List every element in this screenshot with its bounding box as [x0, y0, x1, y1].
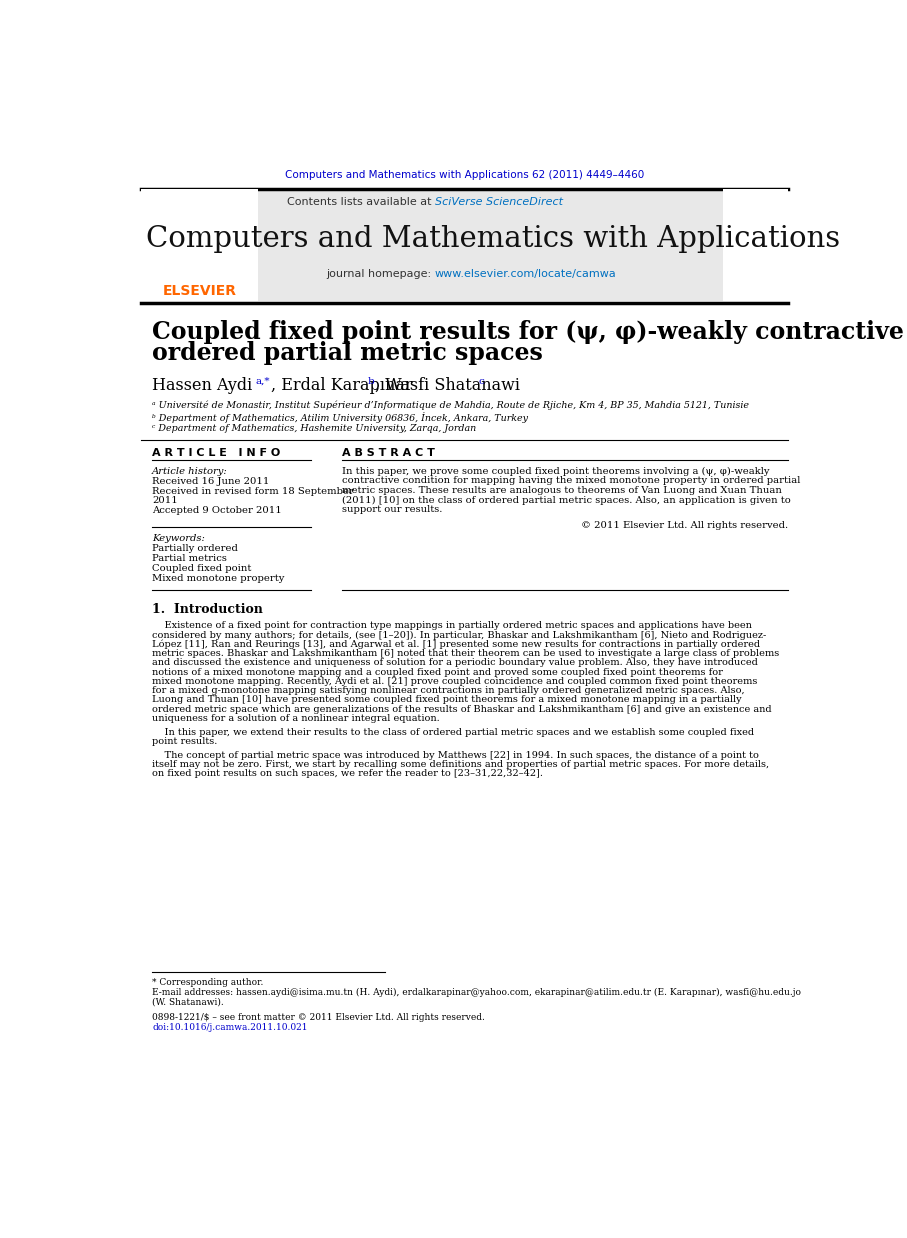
Text: , Wasfi Shatanawi: , Wasfi Shatanawi [375, 378, 520, 394]
Text: In this paper, we prove some coupled fixed point theorems involving a (ψ, φ)-wea: In this paper, we prove some coupled fix… [342, 467, 769, 475]
Text: and discussed the existence and uniqueness of solution for a periodic boundary v: and discussed the existence and uniquene… [152, 659, 758, 667]
Text: Article history:: Article history: [152, 467, 228, 475]
Text: Luong and Thuan [10] have presented some coupled fixed point theorems for a mixe: Luong and Thuan [10] have presented some… [152, 696, 742, 704]
Text: ᵃ Université de Monastir, Institut Supérieur d’Informatique de Mahdia, Route de : ᵃ Université de Monastir, Institut Supér… [152, 401, 749, 411]
Text: Coupled fixed point: Coupled fixed point [152, 565, 251, 573]
Text: Hassen Aydi: Hassen Aydi [152, 378, 252, 394]
Text: journal homepage:: journal homepage: [327, 269, 435, 279]
Bar [723, 189, 788, 301]
Text: Keywords:: Keywords: [152, 534, 205, 542]
Text: b: b [367, 376, 375, 385]
Text: www.elsevier.com/locate/camwa: www.elsevier.com/locate/camwa [435, 269, 617, 279]
Text: ordered metric space which are generalizations of the results of Bhaskar and Lak: ordered metric space which are generaliz… [152, 704, 772, 713]
Text: Coupled fixed point results for (ψ, φ)-weakly contractive condition in: Coupled fixed point results for (ψ, φ)-w… [152, 319, 907, 344]
Text: metric spaces. Bhaskar and Lakshmikantham [6] noted that their theorem can be us: metric spaces. Bhaskar and Lakshmikantha… [152, 649, 779, 659]
Text: ᶜ Department of Mathematics, Hashemite University, Zarqa, Jordan: ᶜ Department of Mathematics, Hashemite U… [152, 425, 476, 433]
Bar [141, 189, 788, 301]
Bar [141, 189, 258, 301]
Text: Partially ordered: Partially ordered [152, 545, 238, 553]
Text: 2011: 2011 [152, 496, 178, 505]
Text: Contents lists available at: Contents lists available at [287, 197, 435, 208]
Text: notions of a mixed monotone mapping and a coupled fixed point and proved some co: notions of a mixed monotone mapping and … [152, 667, 723, 677]
Text: itself may not be zero. First, we start by recalling some definitions and proper: itself may not be zero. First, we start … [152, 760, 769, 769]
Text: (2011) [10] on the class of ordered partial metric spaces. Also, an application : (2011) [10] on the class of ordered part… [342, 495, 791, 505]
Text: E-mail addresses: hassen.aydi@isima.mu.tn (H. Aydi), erdalkarapinar@yahoo.com, e: E-mail addresses: hassen.aydi@isima.mu.t… [152, 988, 801, 997]
Text: López [11], Ran and Reurings [13], and Agarwal et al. [1] presented some new res: López [11], Ran and Reurings [13], and A… [152, 640, 760, 649]
Text: A R T I C L E   I N F O: A R T I C L E I N F O [152, 448, 280, 458]
Text: mixed monotone mapping. Recently, Aydi et al. [21] prove coupled coincidence and: mixed monotone mapping. Recently, Aydi e… [152, 677, 757, 686]
Text: Received in revised form 18 September: Received in revised form 18 September [152, 487, 354, 495]
Text: ordered partial metric spaces: ordered partial metric spaces [152, 340, 543, 365]
Text: In this paper, we extend their results to the class of ordered partial metric sp: In this paper, we extend their results t… [152, 728, 755, 737]
Text: Accepted 9 October 2011: Accepted 9 October 2011 [152, 506, 282, 515]
Text: uniqueness for a solution of a nonlinear integral equation.: uniqueness for a solution of a nonlinear… [152, 714, 440, 723]
Text: for a mixed g-monotone mapping satisfying nonlinear contractions in partially or: for a mixed g-monotone mapping satisfyin… [152, 686, 745, 696]
Text: ELSEVIER: ELSEVIER [162, 284, 237, 298]
Text: © 2011 Elsevier Ltd. All rights reserved.: © 2011 Elsevier Ltd. All rights reserved… [581, 521, 788, 530]
Text: contractive condition for mapping having the mixed monotone property in ordered : contractive condition for mapping having… [342, 477, 800, 485]
Text: on fixed point results on such spaces, we refer the reader to [23–31,22,32–42].: on fixed point results on such spaces, w… [152, 769, 543, 779]
Text: support our results.: support our results. [342, 505, 443, 514]
Text: (W. Shatanawi).: (W. Shatanawi). [152, 998, 224, 1006]
Text: point results.: point results. [152, 737, 218, 747]
Text: considered by many authors; for details, (see [1–20]). In particular, Bhaskar an: considered by many authors; for details,… [152, 630, 766, 640]
Text: * Corresponding author.: * Corresponding author. [152, 978, 264, 987]
Text: doi:10.1016/j.camwa.2011.10.021: doi:10.1016/j.camwa.2011.10.021 [152, 1023, 307, 1031]
Text: Received 16 June 2011: Received 16 June 2011 [152, 477, 269, 485]
Text: ᵇ Department of Mathematics, Atilim University 06836, İncek, Ankara, Turkey: ᵇ Department of Mathematics, Atilim Univ… [152, 412, 528, 422]
Text: Partial metrics: Partial metrics [152, 555, 227, 563]
Text: c: c [478, 376, 484, 385]
Text: The concept of partial metric space was introduced by Matthews [22] in 1994. In : The concept of partial metric space was … [152, 750, 759, 760]
Text: 1.  Introduction: 1. Introduction [152, 603, 263, 615]
Text: metric spaces. These results are analogous to theorems of Van Luong and Xuan Thu: metric spaces. These results are analogo… [342, 487, 782, 495]
Text: Mixed monotone property: Mixed monotone property [152, 574, 285, 583]
Text: SciVerse ScienceDirect: SciVerse ScienceDirect [435, 197, 563, 208]
Text: Computers and Mathematics with Applications 62 (2011) 4449–4460: Computers and Mathematics with Applicati… [285, 170, 644, 180]
Text: , Erdal Karapınar: , Erdal Karapınar [271, 378, 413, 394]
Text: Existence of a fixed point for contraction type mappings in partially ordered me: Existence of a fixed point for contracti… [152, 621, 752, 630]
Text: Computers and Mathematics with Applications: Computers and Mathematics with Applicati… [146, 225, 840, 254]
Text: A B S T R A C T: A B S T R A C T [342, 448, 434, 458]
Text: a,*: a,* [255, 376, 269, 385]
Text: 0898-1221/$ – see front matter © 2011 Elsevier Ltd. All rights reserved.: 0898-1221/$ – see front matter © 2011 El… [152, 1013, 485, 1021]
